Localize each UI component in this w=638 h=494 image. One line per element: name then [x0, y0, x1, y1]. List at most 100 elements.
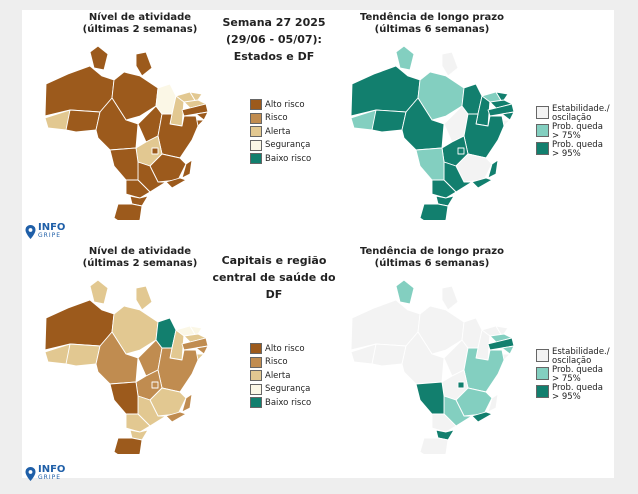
state-ap — [441, 285, 459, 311]
panel-capitais: Nível de atividade (últimas 2 semanas) C… — [22, 244, 614, 481]
state-pr — [125, 179, 151, 199]
state-rr — [89, 45, 109, 71]
state-ms — [109, 381, 139, 415]
panel-estados: Nível de atividade (últimas 2 semanas) S… — [22, 10, 614, 244]
legend-item: Risco — [250, 356, 311, 370]
state-al — [195, 111, 209, 121]
legend-swatch — [536, 142, 549, 155]
legend-item: Prob. queda > 75% — [536, 366, 610, 384]
state-al — [501, 111, 515, 121]
legend-label: Alto risco — [265, 99, 305, 110]
state-pr — [431, 179, 457, 199]
legend-item: Baixo risco — [250, 396, 311, 410]
state-ms — [415, 381, 445, 415]
infogripe-logo: INFO GRIPE — [25, 222, 66, 240]
legend-item: Baixo risco — [250, 152, 311, 166]
location-pin-icon — [25, 225, 36, 239]
legend-nivel: Alto risco Risco Alerta Segurança Baixo risc… — [250, 342, 311, 410]
legend-item: Alerta — [250, 369, 311, 383]
logo-title: INFO — [38, 222, 66, 233]
legend-label: Risco — [265, 113, 288, 124]
legend-item: Estabilidade./ oscilação — [536, 105, 610, 123]
state-rj — [471, 411, 493, 423]
state-ro — [371, 343, 407, 367]
state-df — [457, 381, 465, 389]
state-ro — [65, 109, 101, 133]
legend-label: Baixo risco — [265, 153, 312, 164]
state-rs — [113, 203, 143, 220]
legend-swatch — [536, 367, 549, 380]
state-df — [151, 147, 159, 155]
logo-title: INFO — [38, 464, 66, 475]
legend-label: Prob. queda > 95% — [552, 383, 603, 402]
legend-item: Prob. queda > 95% — [536, 141, 610, 159]
legend-swatch — [250, 139, 262, 151]
legend-label: Segurança — [265, 384, 311, 395]
state-ms — [109, 147, 139, 181]
state-es — [181, 159, 193, 179]
state-ro — [371, 109, 407, 133]
state-rs — [113, 437, 143, 454]
state-al — [195, 345, 209, 355]
state-rr — [395, 279, 415, 305]
legend-tendencia: Estabilidade./ oscilação Prob. queda > 75… — [536, 348, 610, 402]
legend-item: Prob. queda > 95% — [536, 384, 610, 402]
state-pr — [125, 413, 151, 433]
legend-swatch — [250, 153, 262, 165]
nivel-title: Nível de atividade (últimas 2 semanas) — [82, 12, 198, 35]
state-rs — [419, 203, 449, 220]
infogripe-logo: INFO GRIPE — [25, 464, 66, 482]
legend-swatch — [250, 343, 262, 355]
legend-label: Estabilidade./ oscilação — [552, 104, 610, 123]
legend-label: Estabilidade./ oscilação — [552, 347, 610, 366]
state-ap — [135, 51, 153, 77]
legend-swatch — [536, 349, 549, 362]
legend-label: Risco — [265, 357, 288, 368]
legend-swatch — [536, 106, 549, 119]
state-sc — [129, 429, 149, 441]
state-rj — [165, 177, 187, 189]
state-rr — [395, 45, 415, 71]
state-es — [487, 159, 499, 179]
legend-tendencia: Estabilidade./ oscilação Prob. queda > 75… — [536, 105, 610, 159]
state-rj — [471, 177, 493, 189]
logo-subtitle: GRIPE — [38, 474, 61, 481]
legend-label: Alto risco — [265, 343, 305, 354]
content-card: Nível de atividade (últimas 2 semanas) S… — [22, 10, 614, 481]
legend-item: Prob. queda > 75% — [536, 123, 610, 141]
legend-swatch — [536, 385, 549, 398]
legend-label: Alerta — [265, 126, 291, 137]
panel-title: Capitais e região central de saúde do DF — [212, 254, 336, 301]
legend-swatch — [250, 397, 262, 409]
legend-swatch — [250, 99, 262, 111]
state-al — [501, 345, 515, 355]
map-tendencia-estados — [350, 45, 515, 220]
state-pr — [431, 413, 457, 433]
state-sc — [435, 429, 455, 441]
state-ap — [135, 285, 153, 311]
state-ap — [441, 51, 459, 77]
legend-swatch — [250, 126, 262, 138]
legend-label: Prob. queda > 75% — [552, 365, 603, 384]
legend-swatch — [250, 112, 262, 124]
tendencia-title: Tendência de longo prazo (últimas 6 sema… — [360, 12, 504, 35]
state-es — [487, 393, 499, 413]
legend-label: Alerta — [265, 370, 291, 381]
state-ms — [415, 147, 445, 181]
state-ro — [65, 343, 101, 367]
legend-item: Risco — [250, 112, 311, 126]
state-sc — [435, 195, 455, 207]
state-rs — [419, 437, 449, 454]
legend-label: Prob. queda > 75% — [552, 122, 603, 141]
legend-item: Segurança — [250, 383, 311, 397]
map-tendencia-capitais — [350, 279, 515, 454]
nivel-title: Nível de atividade (últimas 2 semanas) — [82, 246, 198, 269]
legend-label: Baixo risco — [265, 397, 312, 408]
state-rr — [89, 279, 109, 305]
legend-item: Segurança — [250, 139, 311, 153]
logo-subtitle: GRIPE — [38, 232, 61, 239]
legend-item: Estabilidade./ oscilação — [536, 348, 610, 366]
legend-swatch — [250, 356, 262, 368]
legend-nivel: Alto risco Risco Alerta Segurança Baixo risc… — [250, 98, 311, 166]
map-nivel-estados — [44, 45, 209, 220]
